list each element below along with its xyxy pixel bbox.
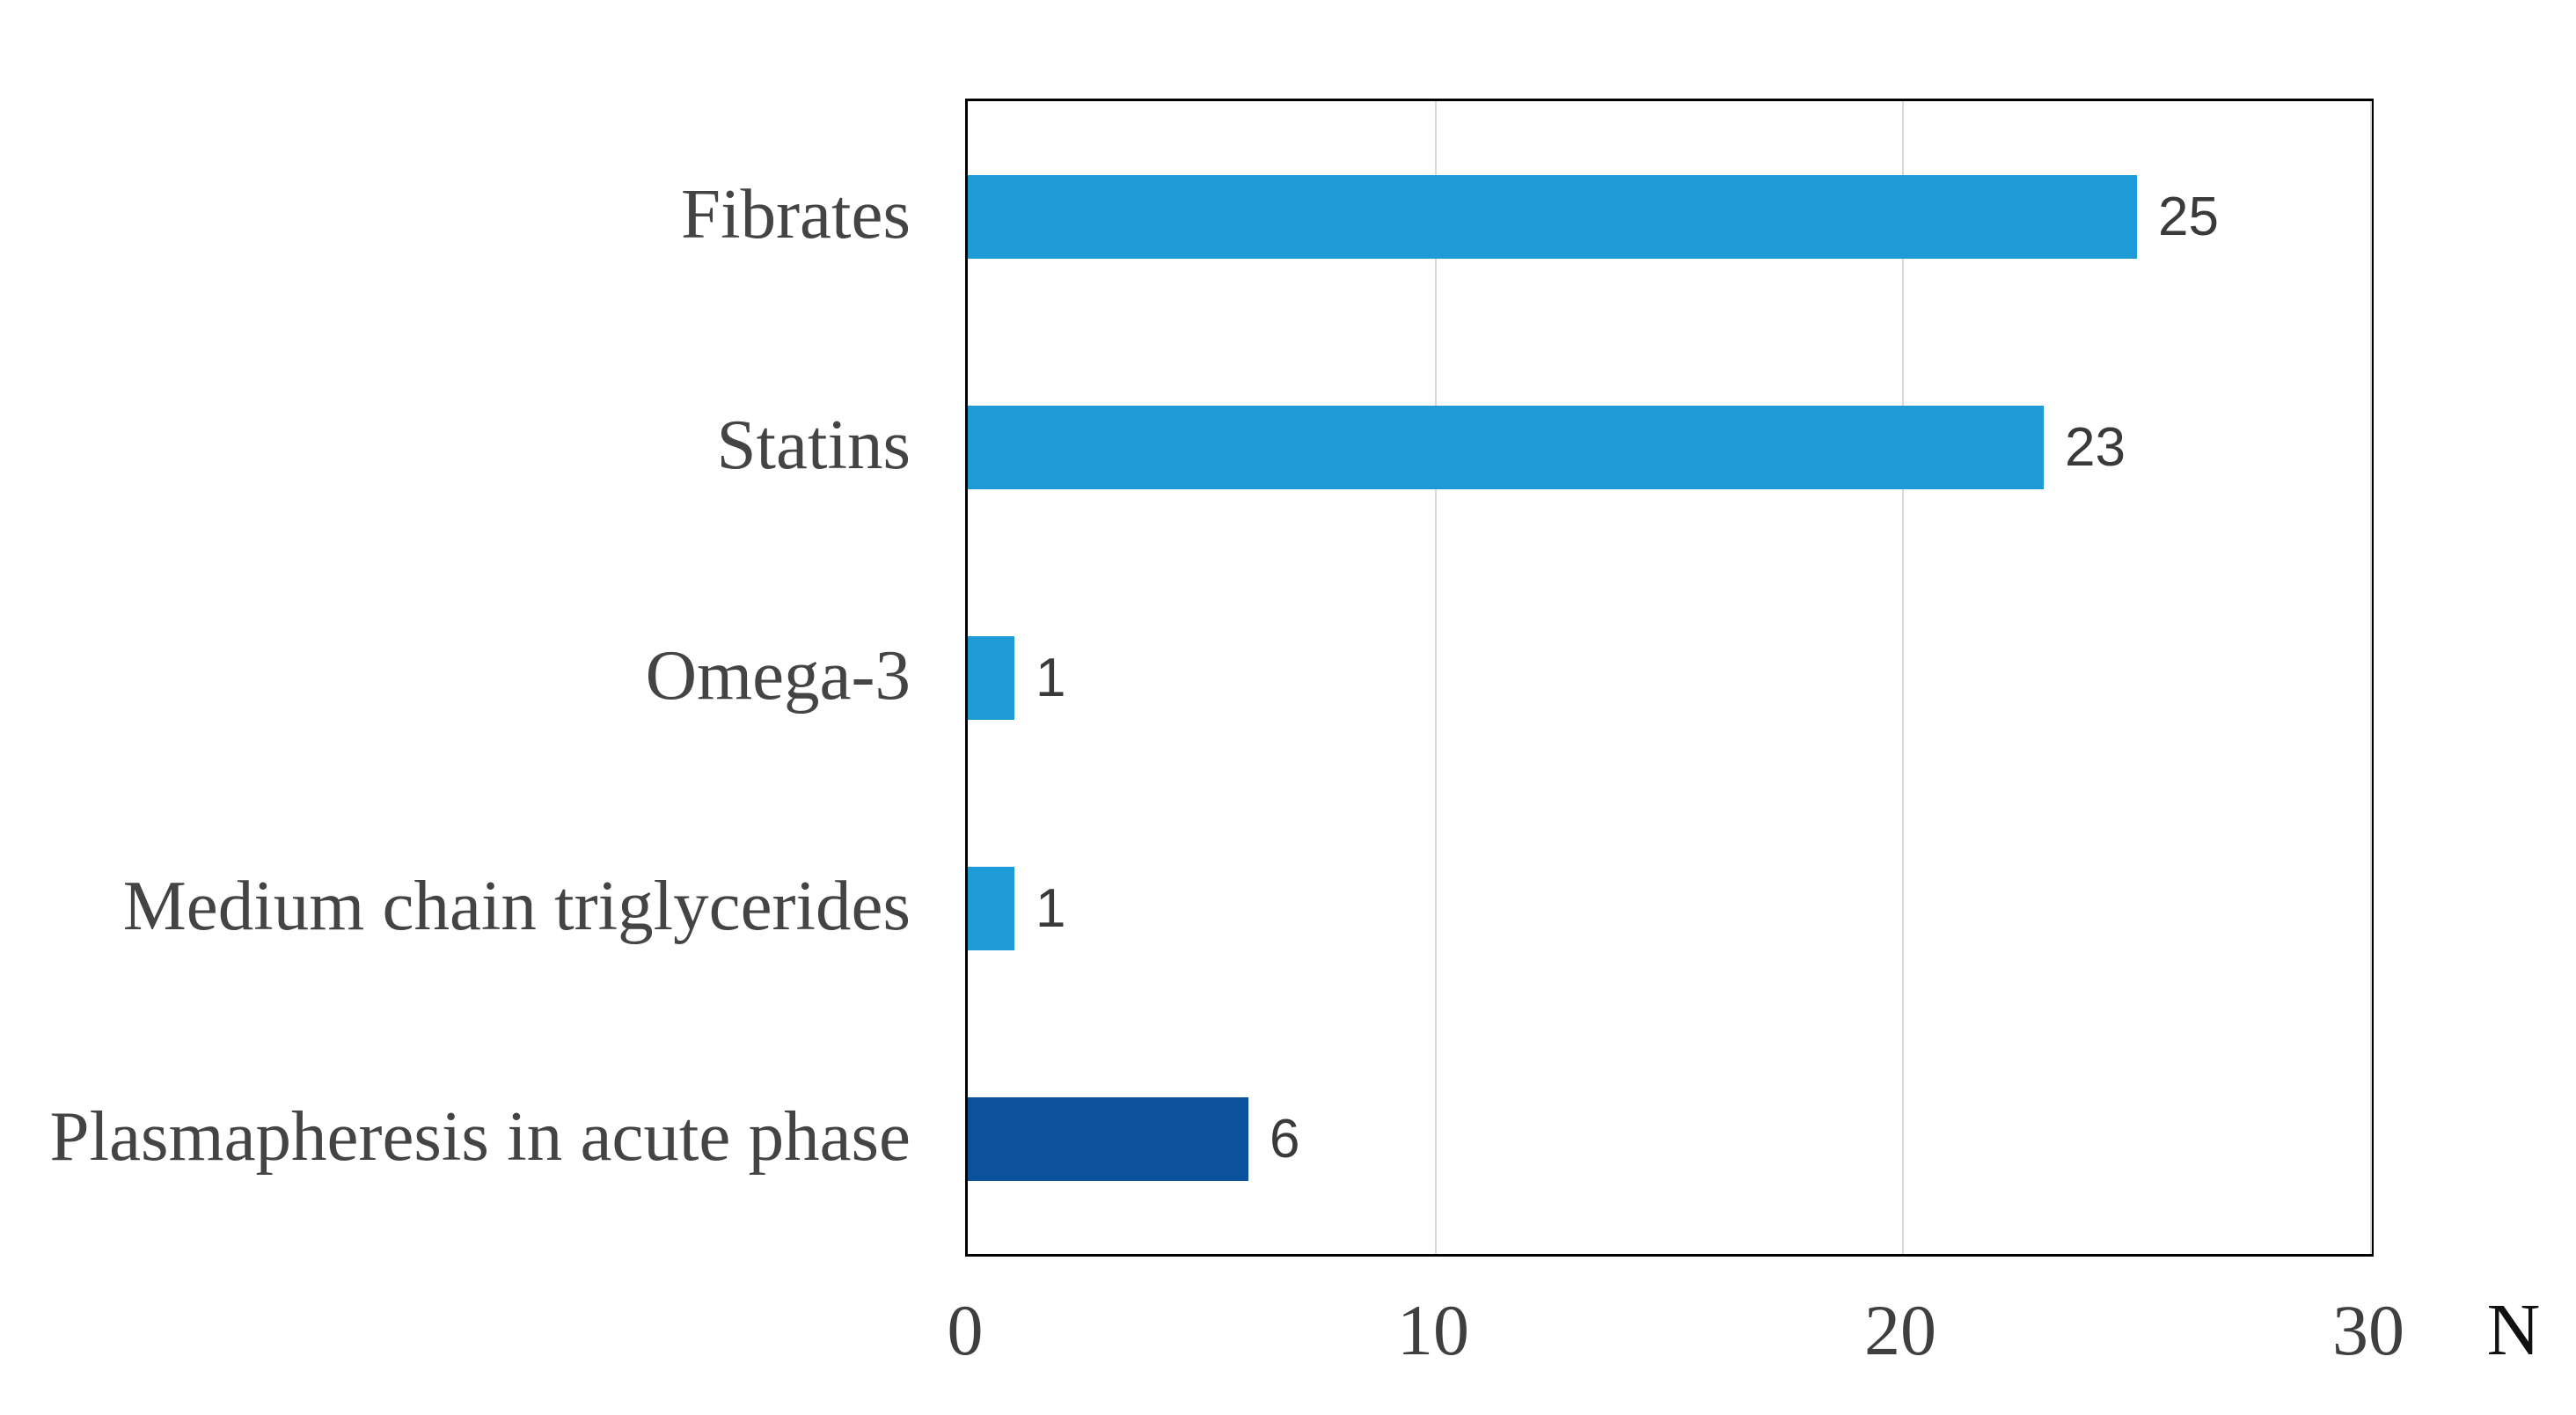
x-tick-label-0: 0 <box>947 1290 984 1370</box>
gridline-x-10 <box>1435 101 1437 1254</box>
value-label: 25 <box>2158 187 2219 247</box>
gridline-x-30 <box>2370 101 2372 1254</box>
gridline-x-20 <box>1902 101 1904 1254</box>
x-tick-label-30: 30 <box>2332 1290 2404 1370</box>
value-label: 6 <box>1270 1109 1300 1169</box>
bar-medium-chain-triglycerides <box>968 867 1014 950</box>
bar-plasmapheresis-in-acute-phase <box>968 1097 1248 1181</box>
value-label: 1 <box>1036 878 1066 939</box>
category-label-plasmapheresis-in-acute-phase: Plasmapheresis in acute phase <box>49 1096 911 1176</box>
value-label: 1 <box>1036 648 1066 708</box>
x-tick-label-10: 10 <box>1397 1290 1469 1370</box>
category-label-omega-3: Omega-3 <box>645 635 911 715</box>
plot-area: 25 23 1 1 6 <box>965 99 2374 1257</box>
x-axis-unit-label: N <box>2486 1289 2541 1371</box>
value-label: 23 <box>2065 417 2126 478</box>
category-label-medium-chain-triglycerides: Medium chain triglycerides <box>122 866 911 945</box>
category-label-statins: Statins <box>716 405 911 484</box>
x-tick-label-20: 20 <box>1864 1290 1936 1370</box>
bar-statins <box>968 406 2044 489</box>
bar-fibrates <box>968 175 2137 259</box>
bar-omega-3 <box>968 636 1014 720</box>
category-label-fibrates: Fibrates <box>681 174 911 253</box>
